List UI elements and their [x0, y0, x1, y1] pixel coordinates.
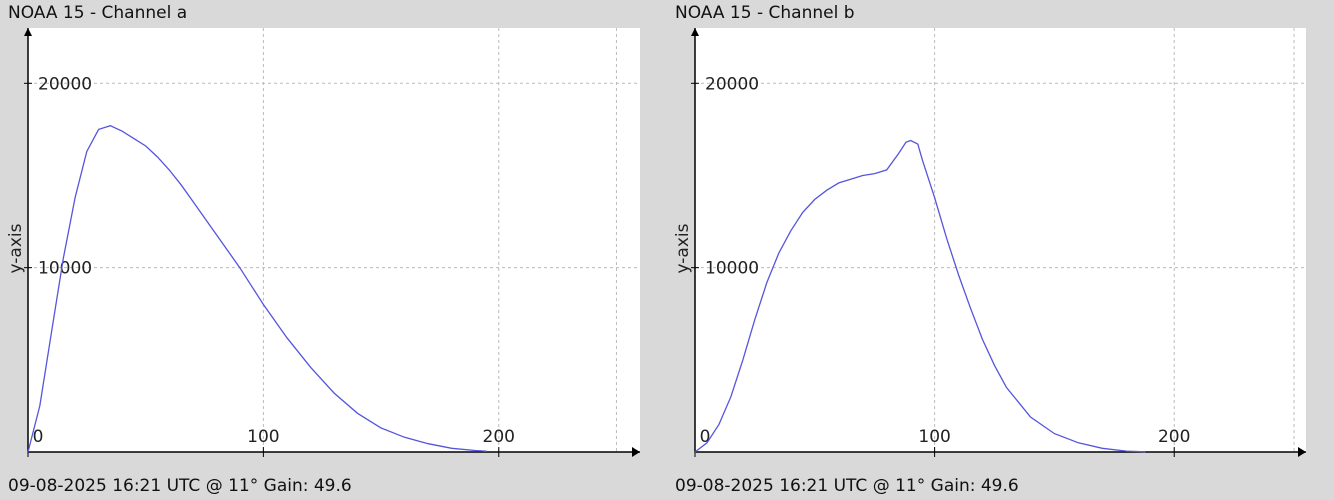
- x-axis-arrow: [1298, 447, 1306, 457]
- x-tick-label: 0: [33, 427, 44, 447]
- y-axis-label: y-axis: [6, 223, 26, 273]
- x-tick-label: 200: [1158, 427, 1190, 447]
- chart-title: NOAA 15 - Channel a: [8, 3, 188, 23]
- y-tick-label: 10000: [705, 259, 759, 279]
- chart-panel-channel-a: NOAA 15 - Channel a 0 100 200 10000 20000 y-a…: [0, 0, 660, 500]
- x-tick-label: 100: [918, 427, 950, 447]
- series-line: [694, 139, 1146, 453]
- y-axis-arrow: [691, 28, 699, 36]
- chart-plot-channel-a: 0 100 200 10000 20000 y-axis: [6, 28, 640, 457]
- plot-area: [695, 28, 1306, 452]
- chart-title: NOAA 15 - Channel b: [675, 3, 855, 23]
- y-tick-label: 20000: [38, 74, 92, 94]
- x-tick-label: 200: [483, 427, 515, 447]
- chart-panel-channel-b: NOAA 15 - Channel b 0 100 200 10000 20000 y-a…: [667, 0, 1334, 500]
- y-axis-arrow: [24, 28, 32, 36]
- series-line: [27, 125, 488, 453]
- x-tick-label: 100: [247, 427, 279, 447]
- chart-footer: 09-08-2025 16:21 UTC @ 11° Gain: 49.6: [675, 476, 1019, 496]
- y-tick-label: 20000: [705, 74, 759, 94]
- x-tick-label: 0: [700, 427, 711, 447]
- y-tick-label: 10000: [38, 259, 92, 279]
- x-axis-arrow: [632, 447, 640, 457]
- plot-area: [28, 28, 640, 452]
- chart-footer: 09-08-2025 16:21 UTC @ 11° Gain: 49.6: [8, 476, 352, 496]
- chart-plot-channel-b: 0 100 200 10000 20000 y-axis: [673, 28, 1306, 457]
- y-axis-label: y-axis: [673, 223, 693, 273]
